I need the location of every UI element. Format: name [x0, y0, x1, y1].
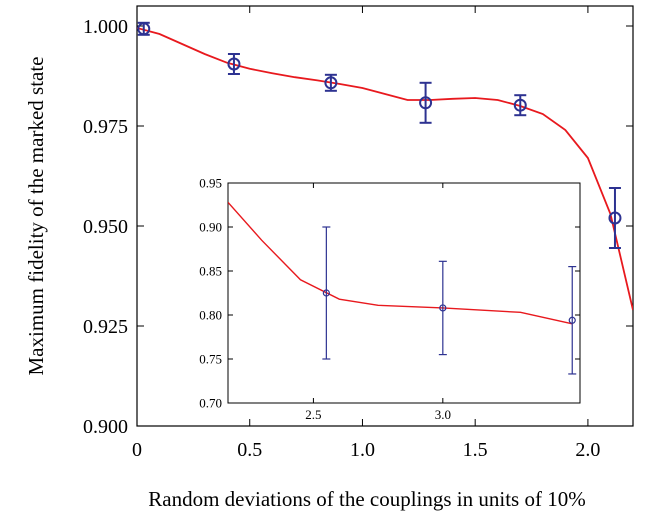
main-data-point — [419, 96, 433, 110]
y-axis-label: Maximum fidelity of the marked state — [24, 57, 48, 376]
inset-y-tick-label: 0.75 — [199, 352, 222, 367]
main-data-point — [227, 57, 241, 71]
main-y-axis: 0.900 0.925 0.950 0.975 1.000 — [83, 16, 633, 438]
main-fit-line — [137, 27, 633, 311]
main-plot: 0 0.5 1.0 1.5 2.0 0.9000.9250.9500.9751.000 … — [24, 5, 634, 511]
main-y-tick-label: 0.975 — [83, 116, 128, 138]
inset-x-tick-label: 3.0 — [435, 407, 451, 422]
inset-x-tick-label: 2.5 — [305, 407, 321, 422]
main-y-tick-label: 0.950 — [83, 216, 128, 238]
main-data-point — [324, 76, 338, 90]
main-x-tick-label: 0 — [132, 439, 142, 461]
main-y-tick-label: 0.900 — [83, 416, 128, 438]
inset-y-tick-label: 0.90 — [199, 220, 222, 235]
main-series — [137, 21, 633, 311]
main-x-tick-label: 1.5 — [463, 439, 488, 461]
inset-data-point — [439, 304, 447, 312]
main-y-tick-label: 0.925 — [83, 316, 128, 338]
inset-series — [228, 201, 577, 375]
main-x-tick-label: 1.0 — [350, 439, 375, 461]
main-x-axis: 0 0.5 1.0 1.5 2.0 — [132, 6, 600, 461]
main-x-tick-label: 2.0 — [575, 439, 600, 461]
inset-y-tick-label: 0.80 — [199, 308, 222, 323]
main-y-tick-label: 1.000 — [83, 16, 128, 38]
inset-y-tick-label: 0.85 — [199, 264, 222, 279]
inset-data-point — [322, 289, 330, 297]
main-data-point — [513, 98, 527, 112]
inset-y-tick-label: 0.95 — [199, 176, 222, 191]
x-axis-label: Random deviations of the couplings in un… — [148, 487, 585, 511]
inset-y-tick-label: 0.70 — [199, 396, 222, 411]
main-data-point — [137, 22, 151, 36]
inset-plot: 2.5 3.0 0.70 0.75 0.80 0.85 0.90 0.95 — [199, 176, 581, 422]
inset-x-axis: 2.5 3.0 — [305, 183, 451, 422]
inset-y-axis: 0.70 0.75 0.80 0.85 0.90 0.95 — [199, 176, 580, 411]
inset-data-point — [568, 316, 576, 324]
main-plot-frame — [136, 5, 634, 427]
main-x-tick-label: 0.5 — [237, 439, 262, 461]
inset-fit-line — [228, 201, 573, 325]
inset-plot-frame — [227, 182, 581, 404]
main-data-point — [608, 211, 622, 225]
